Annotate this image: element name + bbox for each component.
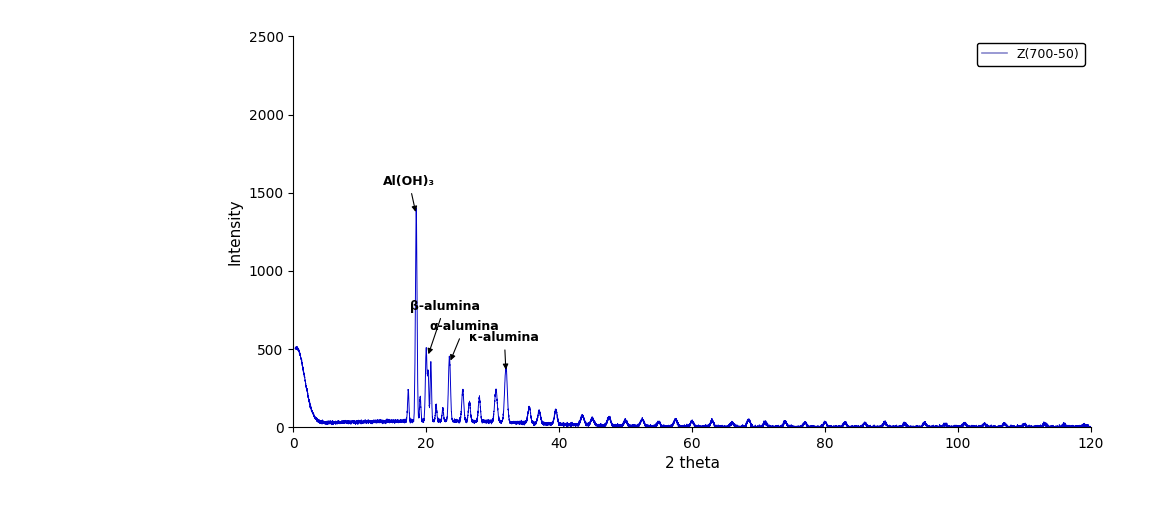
Text: β-alumina: β-alumina — [409, 300, 480, 353]
Text: κ‑alumina: κ‑alumina — [469, 331, 540, 368]
Y-axis label: Intensity: Intensity — [228, 199, 243, 265]
Text: α-alumina: α-alumina — [429, 320, 500, 359]
Z(700-50) — [289, 345, 303, 352]
Z(700-50) — [1084, 424, 1098, 430]
Z(700-50) — [409, 205, 423, 211]
Legend: Z(700-50): Z(700-50) — [977, 43, 1085, 66]
Z(700-50) — [474, 408, 488, 414]
Z(700-50) — [414, 411, 428, 417]
Text: Al(OH)₃: Al(OH)₃ — [382, 175, 435, 210]
Z(700-50) — [594, 424, 608, 430]
Z(700-50) — [1006, 424, 1021, 430]
Z(700-50) — [469, 418, 483, 424]
Z(700-50) — [588, 421, 602, 428]
Z(700-50) — [468, 418, 482, 425]
Line: Z(700-50): Z(700-50) — [296, 208, 1091, 427]
X-axis label: 2 theta: 2 theta — [665, 456, 719, 472]
